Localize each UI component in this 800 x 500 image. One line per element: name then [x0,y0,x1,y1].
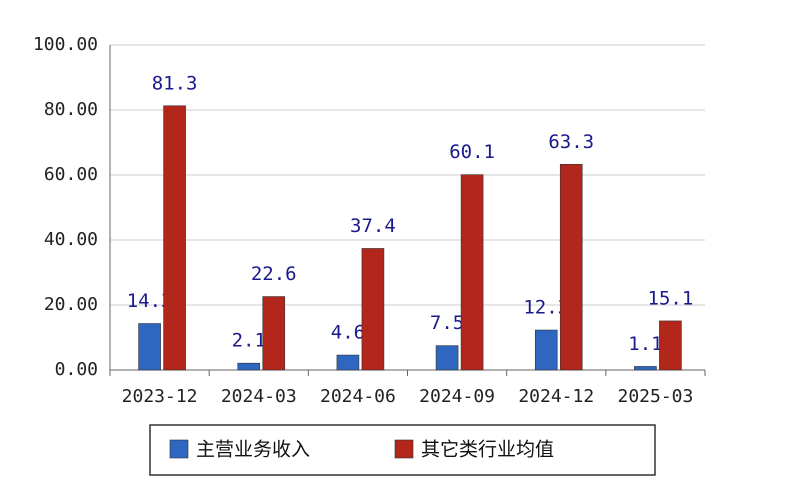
bar [559,163,583,371]
bar [163,105,186,371]
bar [659,320,682,371]
y-tick-label: 40.00 [44,229,98,250]
value-label: 2.1 [232,330,266,352]
y-tick-label: 100.00 [33,34,98,55]
bar [138,323,161,371]
x-tick-label: 2025-03 [617,386,693,407]
legend-swatch [169,439,189,459]
x-tick-label: 2024-03 [221,386,297,407]
y-tick-label: 20.00 [44,294,98,315]
legend-swatch [394,439,414,459]
value-label: 63.3 [548,131,594,153]
bar [361,248,385,371]
bar [336,354,360,371]
bar [262,296,286,371]
value-label: 81.3 [152,72,198,94]
legend-label: 主营业务收入 [196,439,310,461]
value-label: 14.3 [127,290,173,312]
bar [634,366,657,371]
value-label: 7.5 [430,312,464,334]
value-label: 37.4 [350,215,396,237]
value-label: 12.3 [523,297,569,319]
bar [534,329,558,371]
bar [237,362,261,371]
value-label: 1.1 [628,333,662,355]
y-tick-label: 0.00 [55,359,98,380]
x-tick-label: 2023-12 [122,386,198,407]
y-tick-label: 80.00 [44,99,98,120]
y-tick-label: 60.00 [44,164,98,185]
x-tick-label: 2024-12 [518,386,594,407]
value-label: 4.6 [331,322,365,344]
value-label: 15.1 [648,287,694,309]
legend-label: 其它类行业均值 [421,439,554,461]
x-tick-label: 2024-06 [320,386,396,407]
value-label: 60.1 [449,141,495,163]
bar [460,174,484,371]
bar [435,345,459,371]
value-label: 22.6 [251,263,297,285]
x-tick-label: 2024-09 [419,386,495,407]
